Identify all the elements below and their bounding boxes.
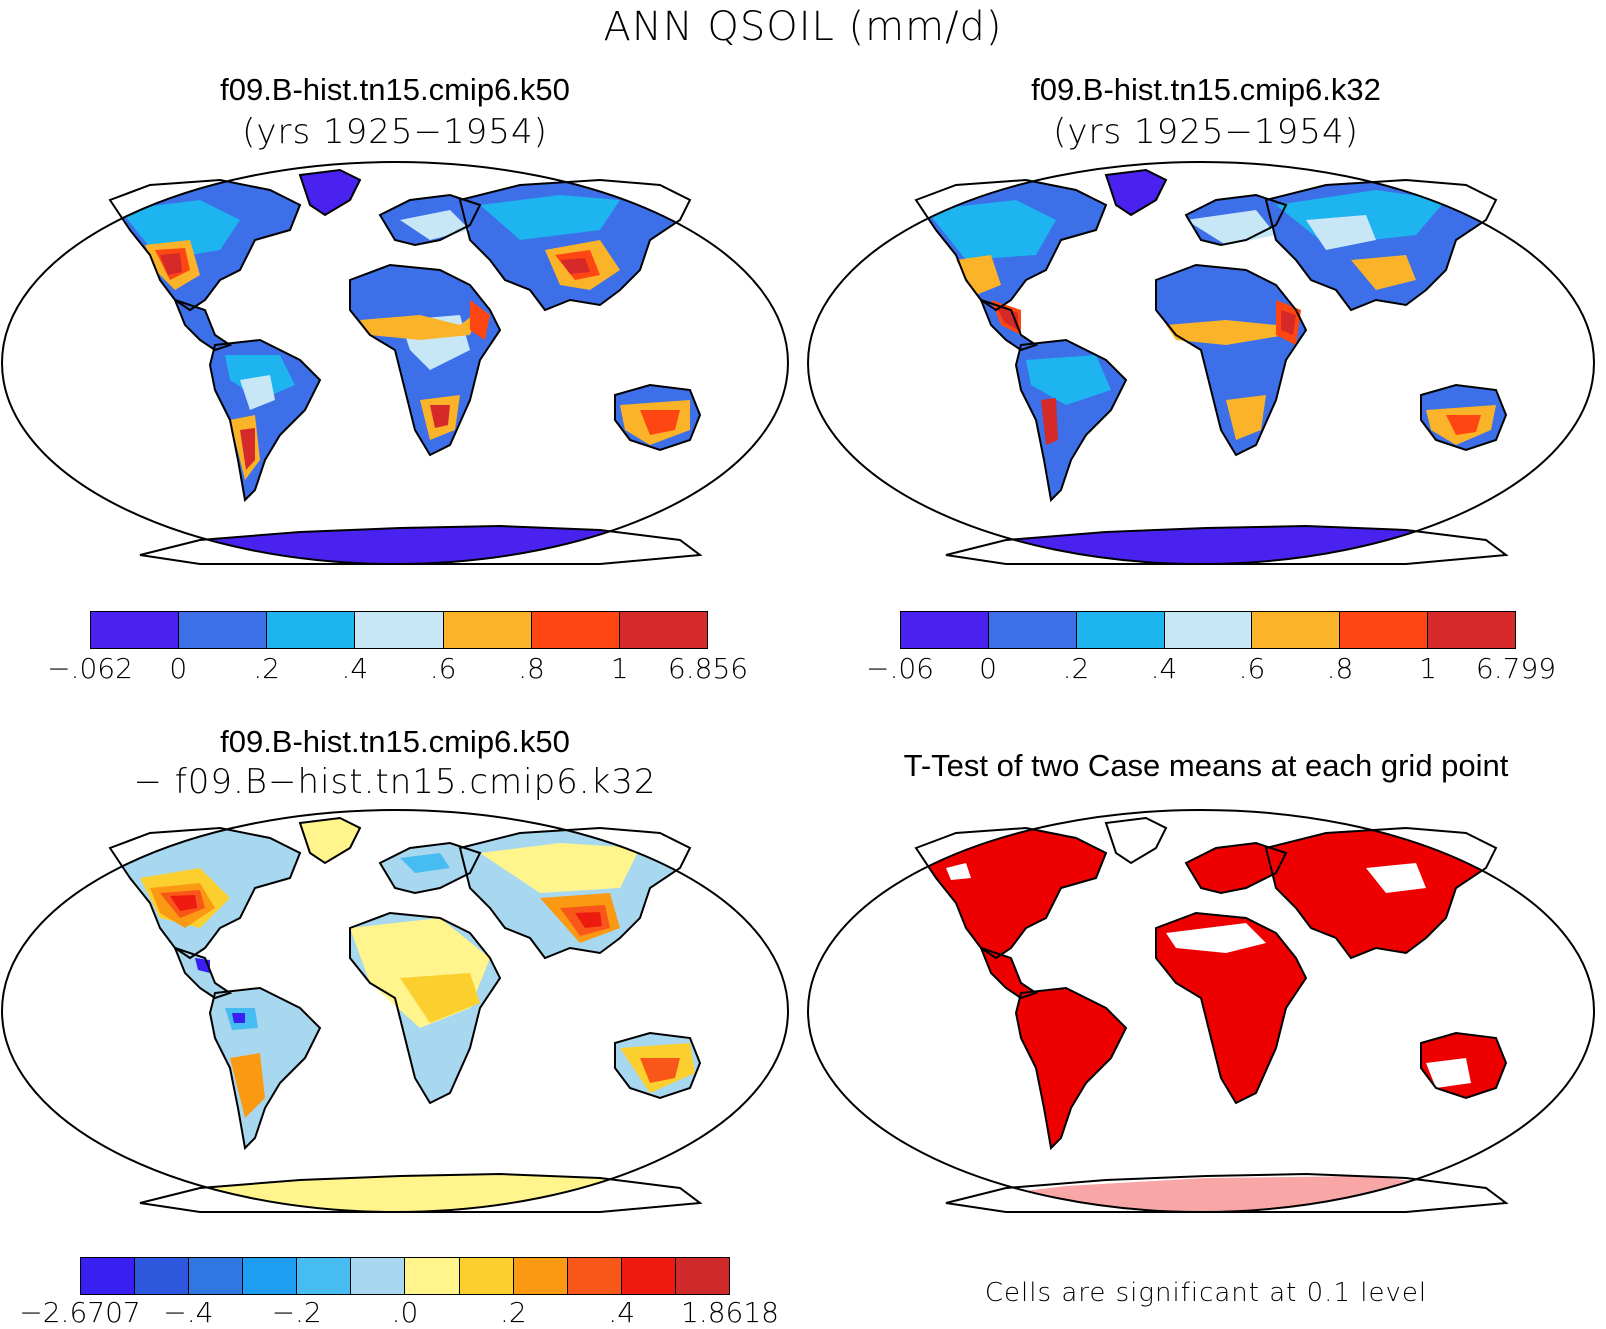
panel-4-note: Cells are significant at 0.1 level <box>984 1278 1428 1308</box>
panel-2-title: f09.B-hist.tn15.cmip6.k32 <box>1031 72 1381 107</box>
colorbar-tick-label: −.06 <box>866 652 934 685</box>
colorbar-tick-label: 0 <box>979 652 997 685</box>
colorbar-swatch <box>179 612 268 648</box>
colorbar-swatch <box>1252 612 1341 648</box>
colorbar-swatch <box>355 612 444 648</box>
colorbar-swatch <box>81 1258 136 1294</box>
colorbar-tick-label: −.2 <box>271 1296 322 1329</box>
colorbar-swatch <box>619 612 707 648</box>
colorbar-swatch <box>513 1258 568 1294</box>
panel-2-colorbar <box>900 611 1516 649</box>
colorbar-swatch <box>459 1258 514 1294</box>
colorbar-swatch <box>567 1258 622 1294</box>
colorbar-swatch <box>988 612 1077 648</box>
panel-1-colorbar <box>90 611 708 649</box>
panel-3-map <box>0 808 790 1214</box>
colorbar-swatch <box>267 612 356 648</box>
panel-1-map <box>0 160 790 566</box>
colorbar-swatch <box>243 1258 298 1294</box>
colorbar-swatch <box>405 1258 460 1294</box>
panel-3-subtitle: − f09.B−hist.tn15.cmip6.k32 <box>133 762 657 802</box>
colorbar-tick-label: 6.799 <box>1475 652 1557 685</box>
colorbar-tick-label: .2 <box>499 1296 527 1329</box>
colorbar-tick-label: .6 <box>429 652 457 685</box>
colorbar-swatch <box>1428 612 1516 648</box>
colorbar-swatch <box>297 1258 352 1294</box>
colorbar-tick-label: .8 <box>518 652 545 685</box>
colorbar-swatch <box>901 612 989 648</box>
panel-4-map <box>806 808 1596 1214</box>
panel-2-colorbar-labels: −.06 0 .2 .4 .6 .8 1 6.799 <box>806 652 1606 688</box>
colorbar-tick-label: 6.856 <box>667 652 749 685</box>
colorbar-tick-label: .6 <box>1238 652 1266 685</box>
colorbar-swatch <box>351 1258 406 1294</box>
panel-1-colorbar-labels: −.062 0 .2 .4 .6 .8 1 6.856 <box>0 652 790 688</box>
colorbar-tick-label: .4 <box>1150 652 1178 685</box>
colorbar-swatch <box>675 1258 729 1294</box>
colorbar-tick-label: −2.6707 <box>19 1296 141 1329</box>
panel-4-title: T-Test of two Case means at each grid po… <box>903 748 1509 783</box>
colorbar-swatch <box>443 612 532 648</box>
colorbar-tick-label: −.062 <box>47 652 133 685</box>
panel-2-map <box>806 160 1596 566</box>
panel-2-subtitle: (yrs 1925−1954) <box>1053 112 1359 152</box>
colorbar-tick-label: 1 <box>610 652 629 685</box>
colorbar-tick-label: .8 <box>1326 652 1354 685</box>
colorbar-tick-label: .4 <box>341 652 369 685</box>
panel-3-title: f09.B-hist.tn15.cmip6.k50 <box>220 724 570 759</box>
colorbar-swatch <box>189 1258 244 1294</box>
panel-3-colorbar-labels: −2.6707 −.4 −.2 .0 .2 .4 1.8618 <box>0 1296 790 1329</box>
colorbar-tick-label: .2 <box>1062 652 1090 685</box>
colorbar-tick-label: .0 <box>391 1296 419 1329</box>
colorbar-tick-label: 1.8618 <box>681 1296 779 1329</box>
colorbar-swatch <box>1164 612 1253 648</box>
figure-title: ANN QSOIL (mm/d) <box>603 4 1003 50</box>
colorbar-tick-label: .2 <box>253 652 280 685</box>
colorbar-tick-label: .4 <box>608 1296 636 1329</box>
colorbar-tick-label: 1 <box>1419 652 1437 685</box>
colorbar-swatch <box>135 1258 190 1294</box>
colorbar-swatch <box>531 612 620 648</box>
colorbar-swatch <box>621 1258 676 1294</box>
colorbar-tick-label: 0 <box>169 652 188 685</box>
colorbar-swatch <box>1076 612 1165 648</box>
colorbar-swatch <box>91 612 180 648</box>
colorbar-swatch <box>1340 612 1429 648</box>
panel-1-title: f09.B-hist.tn15.cmip6.k50 <box>220 72 570 107</box>
panel-1-subtitle: (yrs 1925−1954) <box>242 112 548 152</box>
colorbar-tick-label: −.4 <box>163 1296 214 1329</box>
panel-3-colorbar <box>80 1257 730 1295</box>
